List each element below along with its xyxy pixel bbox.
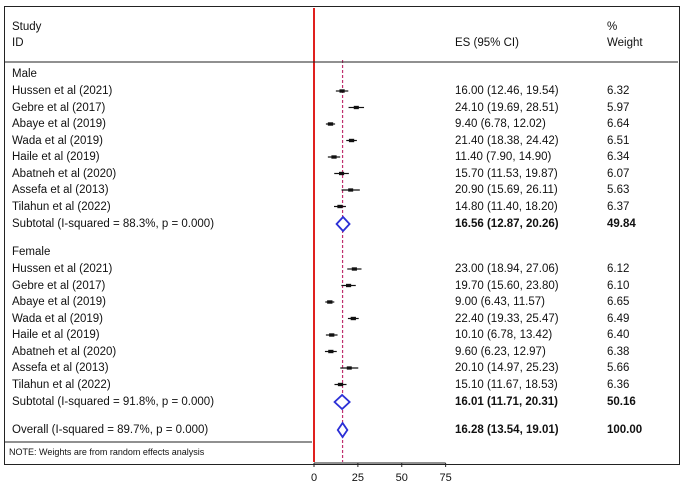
point-estimate bbox=[351, 267, 357, 271]
study-label: Tilahun et al (2022) bbox=[12, 200, 111, 213]
point-estimate bbox=[327, 122, 334, 126]
weight-value: 6.38 bbox=[607, 345, 630, 358]
es-value: 15.10 (11.67, 18.53) bbox=[455, 378, 558, 391]
es-value: 14.80 (11.40, 18.20) bbox=[455, 200, 558, 213]
weight-value: 6.37 bbox=[607, 200, 630, 213]
note-text: NOTE: Weights are from random effects an… bbox=[9, 447, 205, 457]
subtotal-weight: 50.16 bbox=[607, 396, 636, 408]
weight-value: 6.40 bbox=[607, 329, 630, 341]
weight-value: 5.66 bbox=[607, 362, 630, 374]
study-label: Assefa et al (2013) bbox=[12, 184, 109, 196]
header-id: ID bbox=[12, 37, 24, 49]
es-value: 16.00 (12.46, 19.54) bbox=[455, 85, 559, 97]
study-label: Haile et al (2019) bbox=[12, 151, 100, 163]
es-value: 24.10 (19.69, 28.51) bbox=[455, 101, 559, 114]
study-label: Abaye et al (2019) bbox=[12, 296, 106, 308]
x-tick-label: 50 bbox=[395, 472, 408, 484]
point-estimate bbox=[346, 366, 352, 370]
study-label: Abatneh et al (2020) bbox=[12, 167, 117, 180]
study-label: Gebre et al (2017) bbox=[12, 279, 106, 292]
weight-value: 5.63 bbox=[607, 184, 630, 196]
subtotal-es: 16.56 (12.87, 20.26) bbox=[455, 218, 559, 230]
study-label: Wada et al (2019) bbox=[12, 134, 103, 147]
es-value: 9.00 (6.43, 11.57) bbox=[455, 296, 545, 308]
point-estimate bbox=[339, 89, 345, 93]
point-estimate bbox=[353, 105, 359, 110]
es-value: 15.70 (11.53, 19.87) bbox=[455, 167, 558, 180]
point-estimate bbox=[327, 300, 333, 304]
point-estimate bbox=[348, 188, 354, 192]
overall-diamond bbox=[336, 421, 349, 439]
es-value: 20.90 (15.69, 26.11) bbox=[455, 184, 558, 196]
es-value: 23.00 (18.94, 27.06) bbox=[455, 263, 559, 275]
weight-value: 6.36 bbox=[607, 378, 630, 391]
study-label: Hussen et al (2021) bbox=[12, 85, 113, 97]
weight-value: 6.51 bbox=[607, 134, 630, 147]
x-tick-label: 25 bbox=[351, 472, 364, 484]
subgroup-heading: Male bbox=[12, 68, 37, 80]
point-estimate bbox=[338, 171, 345, 176]
weight-value: 5.97 bbox=[607, 101, 630, 114]
overall-weight: 100.00 bbox=[607, 424, 643, 436]
point-estimate bbox=[328, 349, 334, 354]
header-weight: Weight bbox=[607, 37, 643, 49]
es-value: 21.40 (18.38, 24.42) bbox=[455, 134, 559, 147]
es-value: 19.70 (15.60, 23.80) bbox=[455, 279, 559, 292]
weight-value: 6.07 bbox=[607, 167, 630, 180]
study-label: Tilahun et al (2022) bbox=[12, 378, 111, 391]
header-es: ES (95% CI) bbox=[455, 37, 519, 49]
weight-value: 6.34 bbox=[607, 151, 630, 163]
point-estimate bbox=[329, 333, 335, 337]
subtotal-weight: 49.84 bbox=[607, 218, 636, 230]
point-estimate bbox=[337, 382, 344, 387]
weight-value: 6.64 bbox=[607, 118, 630, 130]
subtotal-label: Subtotal (I-squared = 88.3%, p = 0.000) bbox=[12, 218, 215, 230]
study-label: Haile et al (2019) bbox=[12, 329, 100, 341]
point-estimate bbox=[331, 155, 337, 159]
study-label: Assefa et al (2013) bbox=[12, 362, 109, 374]
subgroup-heading: Female bbox=[12, 246, 51, 258]
header-study: Study bbox=[12, 21, 42, 33]
x-tick-label: 75 bbox=[439, 472, 452, 484]
overall-label: Overall (I-squared = 89.7%, p = 0.000) bbox=[12, 424, 209, 436]
subtotal-es: 16.01 (11.71, 20.31) bbox=[455, 396, 558, 408]
subtotal-label: Subtotal (I-squared = 91.8%, p = 0.000) bbox=[12, 396, 215, 408]
study-label: Abaye et al (2019) bbox=[12, 118, 106, 130]
point-estimate bbox=[350, 316, 356, 321]
subtotal-diamond bbox=[335, 215, 351, 233]
study-label: Hussen et al (2021) bbox=[12, 263, 113, 275]
es-value: 9.60 (6.23, 12.97) bbox=[455, 345, 546, 358]
weight-value: 6.32 bbox=[607, 85, 630, 97]
es-value: 11.40 (7.90, 14.90) bbox=[455, 151, 552, 163]
study-label: Wada et al (2019) bbox=[12, 312, 103, 325]
study-label: Gebre et al (2017) bbox=[12, 101, 106, 114]
point-estimate bbox=[346, 283, 352, 288]
weight-value: 6.65 bbox=[607, 296, 630, 308]
weight-value: 6.12 bbox=[607, 263, 630, 275]
overall-es: 16.28 (13.54, 19.01) bbox=[455, 424, 559, 436]
es-value: 20.10 (14.97, 25.23) bbox=[455, 362, 559, 374]
es-value: 22.40 (19.33, 25.47) bbox=[455, 312, 559, 325]
weight-value: 6.49 bbox=[607, 312, 630, 325]
weight-value: 6.10 bbox=[607, 279, 630, 292]
point-estimate bbox=[348, 138, 355, 143]
study-label: Abatneh et al (2020) bbox=[12, 345, 117, 358]
es-value: 10.10 (6.78, 13.42) bbox=[455, 329, 553, 341]
header-percent: % bbox=[607, 21, 618, 33]
es-value: 9.40 (6.78, 12.02) bbox=[455, 118, 546, 130]
subtotal-diamond bbox=[333, 393, 351, 411]
point-estimate bbox=[337, 204, 343, 209]
x-tick-label: 0 bbox=[310, 472, 318, 484]
